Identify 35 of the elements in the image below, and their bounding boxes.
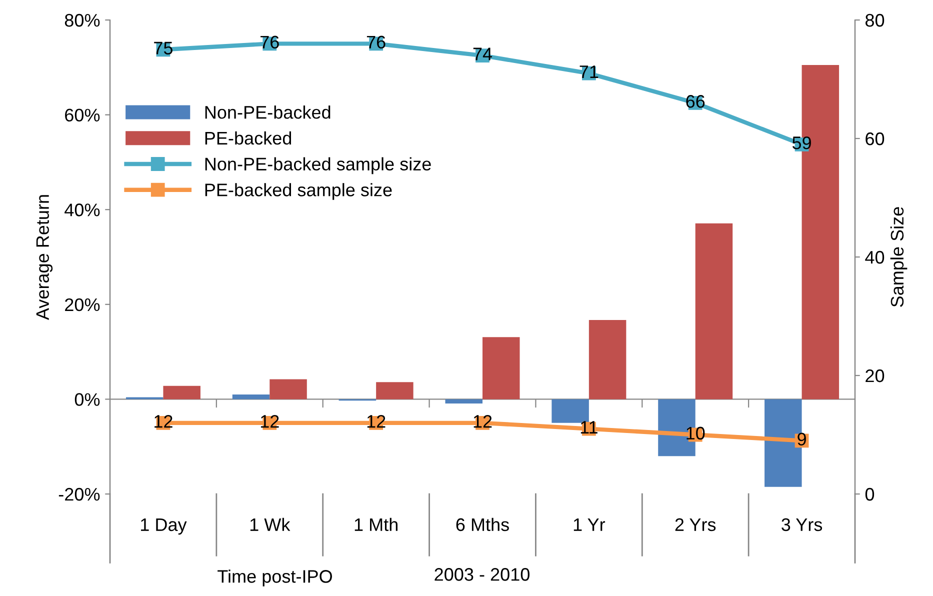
data-label: 74: [473, 48, 492, 60]
data-label: 11: [580, 421, 598, 434]
y2-axis-title: Sample Size: [890, 207, 908, 307]
legend-label: PE-backed: [205, 131, 292, 145]
x-tick-label: 1 Wk: [250, 518, 290, 531]
y-tick-label: 0%: [74, 393, 100, 406]
x-tick-label: 3 Yrs: [782, 518, 822, 532]
x-tick-label: 1 Yr: [574, 518, 606, 531]
data-label: 12: [260, 414, 279, 428]
y2-tick-label: 60: [866, 132, 884, 146]
x-tick-label: 1 Day: [141, 518, 187, 535]
y-tick-label: 80%: [64, 14, 100, 27]
legend-label: PE-backed sample size: [205, 183, 392, 200]
x-tick-label: 6 Mths: [456, 518, 509, 532]
y2-tick-label: 0: [865, 488, 874, 501]
y-tick-label: -20%: [58, 488, 100, 501]
legend-label: Non-PE-backed: [205, 106, 330, 119]
y2-tick-label: 80: [866, 14, 884, 27]
data-label: 9: [798, 432, 806, 446]
x-tick-label: 2 Yrs: [675, 518, 716, 532]
y-tick-label: 20%: [65, 298, 100, 312]
data-label: 12: [367, 414, 386, 428]
y-tick-label: 60%: [65, 108, 100, 122]
x-tick-label: 1 Mth: [354, 518, 398, 532]
y-tick-label: 40%: [64, 204, 100, 216]
y-axis-title: Average Return: [36, 195, 53, 320]
y2-tick-label: 40: [865, 250, 884, 264]
data-label: 12: [474, 414, 492, 428]
data-label: 76: [366, 36, 386, 49]
data-label: 76: [260, 36, 279, 49]
text: 2003 - 2010: [434, 568, 530, 581]
data-label: 10: [686, 426, 705, 440]
y2-tick-label: 20: [866, 369, 884, 382]
x-axis-title: Time post-IPO: [218, 570, 332, 586]
legend-label: Non-PE-backed sample size: [205, 157, 431, 174]
